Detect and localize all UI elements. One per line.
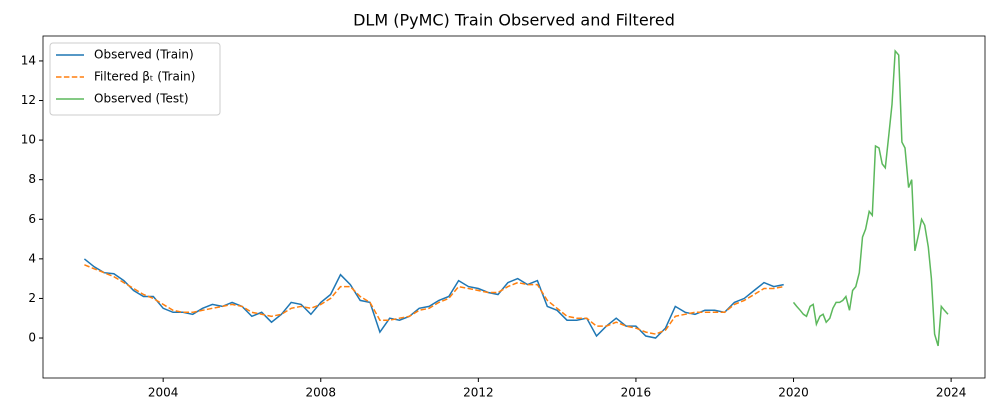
y-tick-label: 14 [21,53,36,67]
series-line [84,264,784,335]
chart-title: DLM (PyMC) Train Observed and Filtered [353,11,675,30]
x-tick-label: 2004 [148,386,179,400]
y-tick-label: 6 [28,212,36,226]
y-tick-label: 4 [28,251,36,265]
series-line [792,49,949,347]
x-tick-label: 2016 [621,386,652,400]
series-line [83,258,784,339]
x-tick-label: 2024 [936,386,967,400]
y-tick-label: 12 [21,93,36,107]
legend-label: Observed (Train) [94,48,194,62]
y-tick-label: 0 [28,331,36,345]
legend-label: Filtered βₜ (Train) [94,70,195,84]
y-tick-label: 10 [21,133,36,147]
plot-frame [42,35,986,379]
x-tick-label: 2008 [305,386,336,400]
y-tick-label: 8 [28,172,36,186]
legend-box [49,42,221,116]
x-tick-label: 2020 [778,386,809,400]
x-tick-label: 2012 [463,386,494,400]
y-tick-label: 2 [28,291,36,305]
legend-label: Observed (Test) [94,92,189,106]
